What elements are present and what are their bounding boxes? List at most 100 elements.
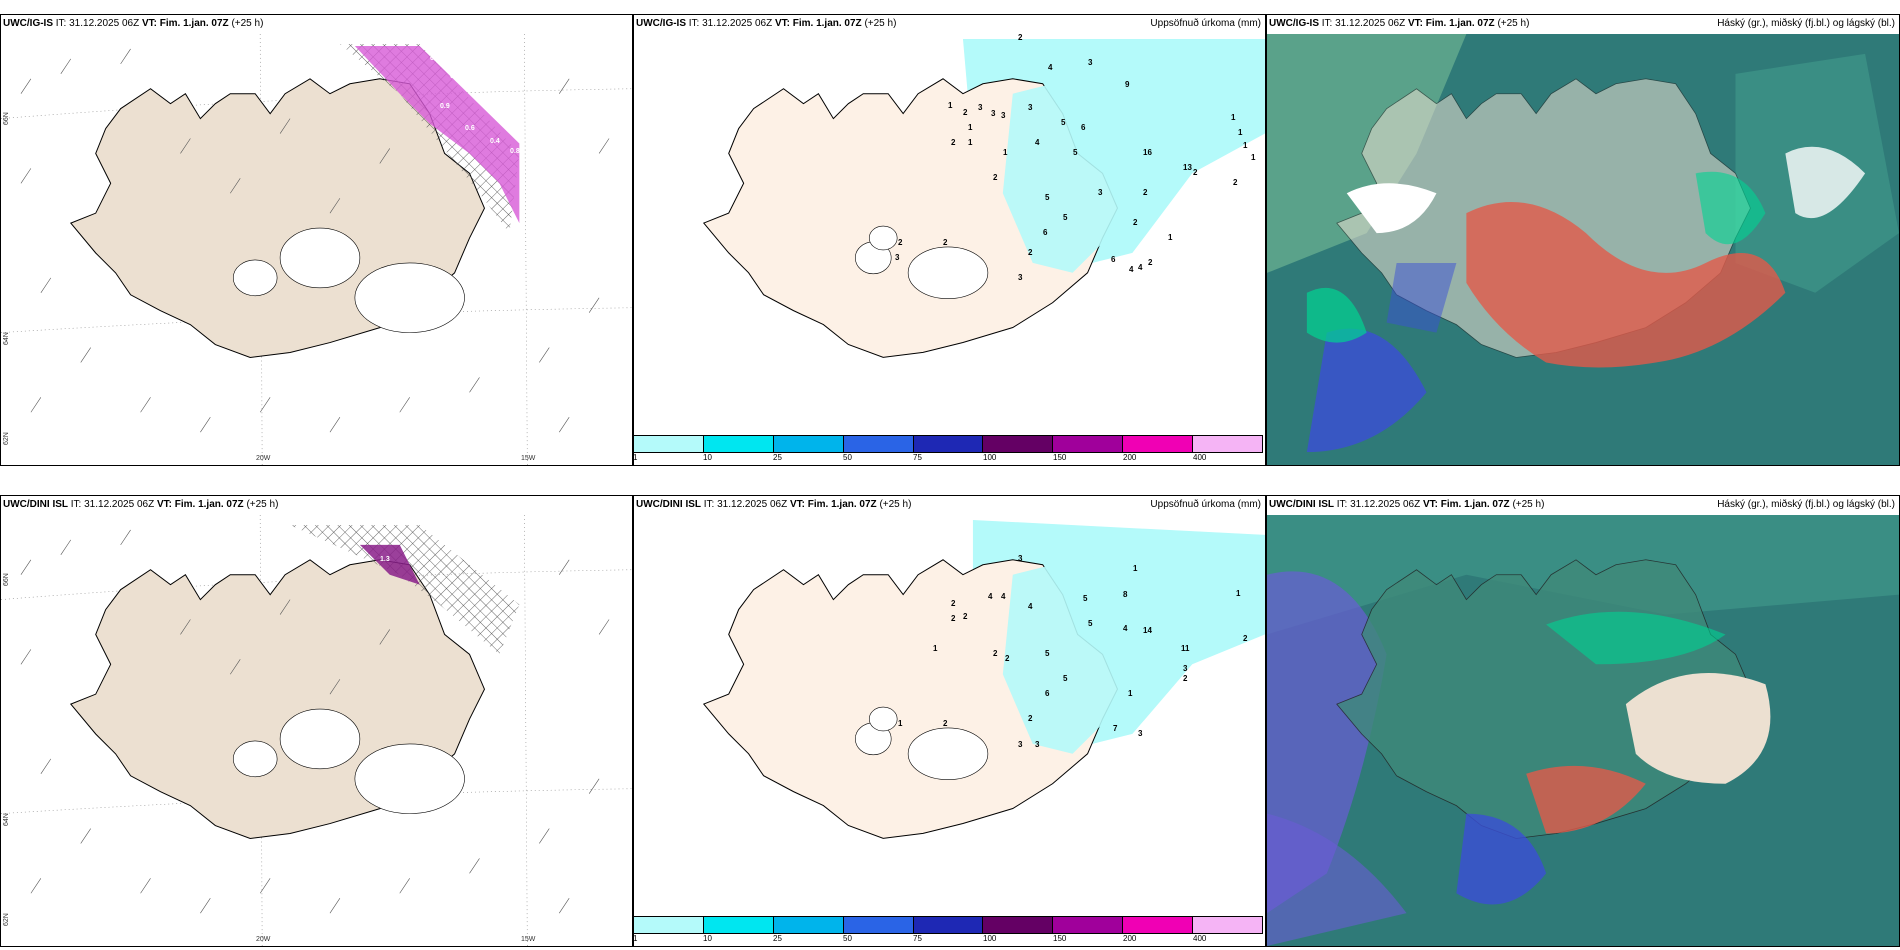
precip-legend-ticks-top: 1 10 25 50 75 100 150 200 400	[633, 453, 1263, 463]
legend-tick: 1	[633, 453, 638, 462]
lat-label-62n: 62N	[3, 913, 10, 926]
wind-map	[1, 515, 632, 946]
precip-value: 5	[1063, 213, 1068, 222]
precip-value: 3	[895, 253, 900, 262]
panel-title: UWC/IG-IS IT: 31.12.2025 06Z VT: Fim. 1.…	[1269, 18, 1530, 29]
precip-value: 2	[993, 173, 998, 182]
legend-tick: 75	[913, 934, 922, 943]
precip-map-panel-top: UWC/IG-IS IT: 31.12.2025 06Z VT: Fim. 1.…	[633, 14, 1266, 466]
precip-value: 1	[1128, 689, 1133, 698]
legend-swatch	[703, 917, 774, 933]
precip-value: 3	[1018, 740, 1023, 749]
wind-value: 0.4	[450, 73, 460, 80]
legend-swatch	[1053, 436, 1124, 452]
precip-value: 5	[1083, 594, 1088, 603]
legend-swatch	[1053, 917, 1124, 933]
precip-legend-ticks-bottom: 1 10 25 50 75 100 150 200 400	[633, 934, 1263, 944]
lat-label-62n: 62N	[3, 432, 10, 445]
precip-value: 14	[1143, 626, 1152, 635]
precip-value: 2	[963, 108, 968, 117]
precip-value: 1	[933, 644, 938, 653]
wind-value: 0.6	[465, 125, 475, 132]
lon-label-15w: 15W	[521, 936, 536, 943]
precip-value: 2	[963, 612, 968, 621]
wind-value: 0.8	[510, 148, 520, 155]
legend-swatch	[1123, 917, 1194, 933]
precip-map-panel-bottom: UWC/DINI ISL IT: 31.12.2025 06Z VT: Fim.…	[633, 495, 1266, 947]
precip-value: 1	[1251, 153, 1256, 162]
precip-value: 2	[943, 238, 948, 247]
legend-swatch	[634, 436, 704, 452]
wind-map-panel-top: UWC/IG-IS IT: 31.12.2025 06Z VT: Fim. 1.…	[0, 14, 633, 466]
precip-value: 3	[1035, 740, 1040, 749]
legend-swatch	[983, 436, 1054, 452]
precip-value: 7	[1113, 724, 1118, 733]
precip-legend-bottom	[633, 916, 1263, 934]
legend-tick: 25	[773, 934, 782, 943]
precip-value: 3	[1001, 111, 1006, 120]
precip-value: 1	[1238, 128, 1243, 137]
legend-swatch	[913, 436, 984, 452]
legend-tick: 75	[913, 453, 922, 462]
legend-swatch	[773, 436, 844, 452]
precip-value: 6	[1045, 689, 1050, 698]
wind-values-top: 0.6 0.5 0.4 0.9 0.6 0.4 0.8	[0, 33, 633, 433]
precip-value: 3	[1183, 664, 1188, 673]
precip-value: 2	[1183, 674, 1188, 683]
wind-value: 0.9	[440, 103, 450, 110]
precip-value: 1	[1168, 233, 1173, 242]
precip-value: 6	[1081, 123, 1086, 132]
cloud-map-panel-bottom: UWC/DINI ISL IT: 31.12.2025 06Z VT: Fim.…	[1266, 495, 1900, 947]
precip-value: 2	[1193, 168, 1198, 177]
wind-values-bottom: 1.3	[0, 514, 633, 914]
panel-title: UWC/DINI ISL IT: 31.12.2025 06Z VT: Fim.…	[3, 499, 279, 510]
precip-value: 2	[1028, 248, 1033, 257]
precip-value: 1	[948, 101, 953, 110]
legend-tick: 50	[843, 453, 852, 462]
precip-value: 1	[1003, 148, 1008, 157]
precip-value: 2	[951, 599, 956, 608]
lon-label-20w: 20W	[256, 936, 271, 943]
precip-value: 2	[1133, 218, 1138, 227]
precip-value: 2	[1243, 634, 1248, 643]
precip-values-top: 2 4 3 1 2 3 3 3 3 1 2 1 1 2 4 5 6 9 5 16…	[633, 33, 1266, 433]
cloud-map	[1267, 34, 1899, 465]
precip-value: 13	[1183, 163, 1192, 172]
legend-tick: 400	[1193, 453, 1207, 462]
legend-tick: 150	[1053, 934, 1067, 943]
precip-value: 2	[1005, 654, 1010, 663]
precip-value: 2	[1233, 178, 1238, 187]
precip-value: 4	[988, 592, 993, 601]
precip-value: 4	[1129, 265, 1134, 274]
precip-value: 4	[1138, 263, 1143, 272]
precip-value: 6	[1111, 255, 1116, 264]
panel-title: UWC/IG-IS IT: 31.12.2025 06Z VT: Fim. 1.…	[3, 18, 264, 29]
panel-title: UWC/IG-IS IT: 31.12.2025 06Z VT: Fim. 1.…	[636, 18, 897, 29]
wind-value: 1.3	[380, 556, 390, 563]
legend-swatch	[843, 917, 914, 933]
legend-tick: 200	[1123, 453, 1137, 462]
precip-value: 1	[968, 123, 973, 132]
precip-value: 3	[1028, 103, 1033, 112]
precip-value: 1	[1236, 589, 1241, 598]
precip-value: 16	[1143, 148, 1152, 157]
wind-map	[1, 34, 632, 465]
panel-title: UWC/DINI ISL IT: 31.12.2025 06Z VT: Fim.…	[1269, 499, 1545, 510]
precip-value: 5	[1073, 148, 1078, 157]
legend-swatch	[703, 436, 774, 452]
legend-tick: 200	[1123, 934, 1137, 943]
precip-value: 4	[1001, 592, 1006, 601]
precip-values-bottom: 3 1 8 1 4 4 4 5 5 2 2 2 4 14 11 2 1 5 3 …	[633, 514, 1266, 914]
precip-value: 2	[1143, 188, 1148, 197]
legend-swatch	[983, 917, 1054, 933]
wind-map-panel-bottom: UWC/DINI ISL IT: 31.12.2025 06Z VT: Fim.…	[0, 495, 633, 947]
precip-title: Uppsöfnuð úrkoma (mm)	[1150, 499, 1261, 510]
legend-swatch	[1123, 436, 1194, 452]
precip-map	[634, 515, 1265, 916]
precip-value: 2	[993, 649, 998, 658]
precip-value: 2	[951, 614, 956, 623]
precip-map	[634, 34, 1265, 435]
precip-value: 4	[1028, 602, 1033, 611]
wind-value: 0.6	[380, 39, 390, 46]
legend-tick: 10	[703, 934, 712, 943]
